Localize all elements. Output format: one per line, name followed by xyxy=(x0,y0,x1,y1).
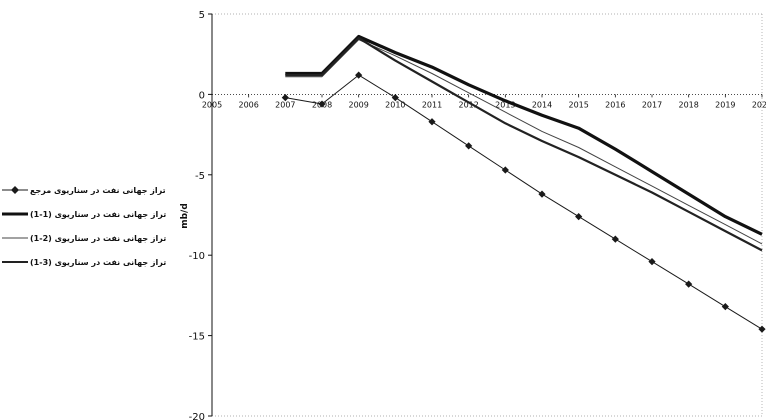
y-tick-label: -20 xyxy=(189,412,205,420)
x-tick-label: 2009 xyxy=(348,100,368,109)
data-point-diamond xyxy=(501,166,509,174)
legend-item: تراز جهانی نفت در سناریوی (2-1) xyxy=(2,226,170,250)
y-tick-label: -5 xyxy=(195,171,205,182)
x-tick-label: 2019 xyxy=(715,100,735,109)
data-point-diamond xyxy=(355,71,363,79)
data-point-diamond xyxy=(685,280,693,288)
x-tick-label: 2018 xyxy=(678,100,698,109)
legend-label: تراز جهانی نفت در سناریوی مرجع xyxy=(30,185,166,195)
legend-key-thin-line xyxy=(2,237,28,239)
data-point-diamond xyxy=(428,118,436,126)
y-axis-label: mb/d xyxy=(180,203,190,229)
legend-key-medium-line xyxy=(2,261,28,263)
legend-item: تراز جهانی نفت در سناریوی مرجع xyxy=(2,178,170,202)
x-tick-label: 2006 xyxy=(238,100,258,109)
series-line-4 xyxy=(285,36,763,252)
y-tick-label: -15 xyxy=(189,332,205,343)
y-tick-label: 5 xyxy=(199,10,205,21)
legend-key-diamond-line xyxy=(2,186,28,194)
series-line-2 xyxy=(285,34,763,236)
series-line-1 xyxy=(285,74,763,330)
legend-label: تراز جهانی نفت در سناریوی (1-1) xyxy=(30,209,167,219)
x-tick-label: 2013 xyxy=(495,100,515,109)
x-tick-label: 2012 xyxy=(458,100,478,109)
legend-item: تراز جهانی نفت در سناریوی (1-1) xyxy=(2,202,170,226)
data-point-diamond xyxy=(648,258,656,266)
x-tick-label: 2011 xyxy=(422,100,442,109)
data-point-diamond xyxy=(318,100,326,108)
y-tick-label: -10 xyxy=(189,251,205,262)
x-tick-label: 2016 xyxy=(605,100,625,109)
y-tick-label: 0 xyxy=(199,90,205,101)
data-point-diamond xyxy=(721,303,729,311)
x-tick-label: 2010 xyxy=(385,100,405,109)
data-point-diamond xyxy=(758,325,766,333)
chart-legend: تراز جهانی نفت در سناریوی مرجع تراز جهان… xyxy=(2,178,170,274)
data-point-diamond xyxy=(391,94,399,102)
data-point-diamond xyxy=(538,190,546,198)
data-point-diamond xyxy=(281,94,289,102)
data-point-diamond xyxy=(465,142,473,150)
legend-label: تراز جهانی نفت در سناریوی (2-1) xyxy=(30,233,167,243)
x-tick-label: 2007 xyxy=(275,100,295,109)
data-point-diamond xyxy=(575,213,583,221)
x-tick-label: 2005 xyxy=(202,100,222,109)
x-tick-label: 2017 xyxy=(642,100,662,109)
x-tick-label: 2015 xyxy=(568,100,588,109)
legend-key-thick-line xyxy=(2,212,28,216)
x-tick-label: 2014 xyxy=(532,100,552,109)
plot-area: 50-5-10-15-20200520062007200820092010201… xyxy=(189,10,766,420)
legend-label: تراز جهانی نفت در سناریوی (3-1) xyxy=(30,257,167,267)
legend-item: تراز جهانی نفت در سناریوی (3-1) xyxy=(2,250,170,274)
data-point-diamond xyxy=(611,235,619,243)
